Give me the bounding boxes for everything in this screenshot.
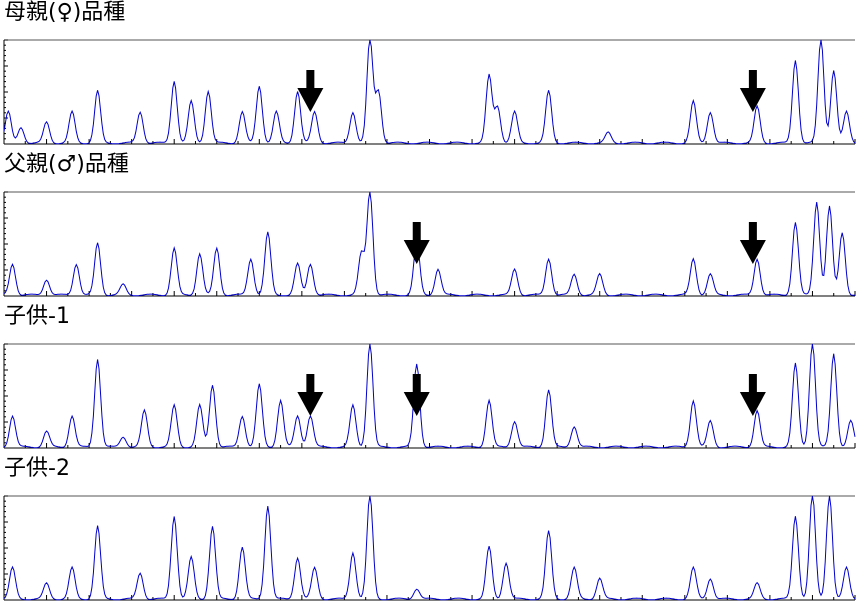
panel-child-1: 子供-1: [0, 304, 859, 456]
trace-line: [3, 191, 856, 297]
panel-title: 子供-1: [4, 304, 70, 329]
down-arrow-icon: [403, 374, 430, 416]
panel-title: 父親(♂)品種: [4, 152, 129, 177]
panel-father: 父親(♂)品種: [0, 152, 859, 304]
down-arrow-icon: [739, 222, 766, 264]
plot-father: [3, 191, 856, 297]
trace-line: [3, 495, 856, 601]
plot-child-2: [3, 495, 856, 601]
panel-title: 母親(♀)品種: [4, 0, 126, 25]
panel-child-2: 子供-2: [0, 456, 859, 608]
trace-line: [3, 343, 856, 449]
down-arrow-icon: [403, 222, 430, 264]
down-arrow-icon: [739, 70, 766, 112]
plot-mother: [3, 39, 856, 145]
trace-line: [3, 39, 856, 145]
panel-title: 子供-2: [4, 456, 70, 481]
down-arrow-icon: [297, 374, 324, 416]
down-arrow-icon: [739, 374, 766, 416]
panel-mother: 母親(♀)品種: [0, 0, 859, 152]
plot-child-1: [3, 343, 856, 449]
down-arrow-icon: [297, 70, 324, 112]
